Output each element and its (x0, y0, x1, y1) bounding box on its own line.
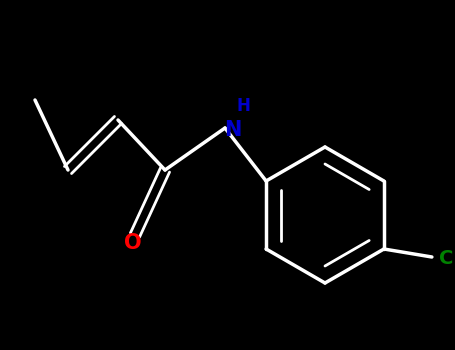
Text: Cl: Cl (440, 250, 455, 268)
Text: O: O (124, 233, 142, 253)
Text: N: N (224, 120, 242, 140)
Text: H: H (236, 97, 250, 115)
